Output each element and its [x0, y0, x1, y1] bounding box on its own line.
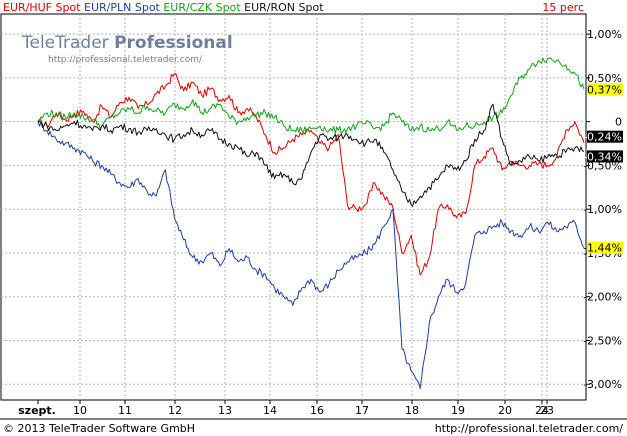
x-tick-label: szept.	[18, 404, 56, 417]
last-value-labels: 0,37% -0,24% -0,34% -1,44%	[583, 83, 623, 255]
x-tick-label: 12	[168, 404, 182, 417]
last-value-box	[587, 150, 623, 163]
x-tick-label: 17	[355, 404, 369, 417]
last-value-label: -0,24%	[583, 131, 622, 144]
x-tick-label: 10	[73, 404, 87, 417]
last-value-label: -1,44%	[583, 242, 622, 255]
series-line-2	[37, 57, 585, 135]
footer-copyright: © 2013 TeleTrader Software GmbH	[3, 422, 195, 435]
y-tick-label: -2,00%	[583, 291, 622, 304]
footer-url[interactable]: http://professional.teletrader.com/	[435, 422, 624, 435]
last-value-box	[587, 241, 623, 254]
last-value-label: 0,37%	[587, 83, 622, 96]
series-line-3	[37, 103, 585, 207]
x-tick-label: 16	[310, 404, 324, 417]
interval-label[interactable]: 15 perc	[542, 1, 584, 14]
footer-bar	[0, 419, 627, 436]
y-tick-label: 0	[615, 116, 622, 129]
y-tick-label: -1,00%	[583, 203, 622, 216]
series-layer	[37, 57, 585, 390]
watermark: TeleTrader Professional http://professio…	[21, 33, 233, 65]
grid	[1, 14, 586, 400]
y-tick-label: -2,50%	[583, 334, 622, 347]
legend-text: EUR/HUF Spot EUR/PLN Spot EUR/CZK Spot E…	[3, 1, 324, 14]
x-tick-label: 19	[451, 404, 465, 417]
legend-entry-eur-ron[interactable]: EUR/RON Spot	[244, 1, 324, 14]
legend-entry-eur-pln[interactable]: EUR/PLN Spot	[84, 1, 163, 14]
last-value-label: -0,34%	[583, 150, 622, 163]
series-line-0	[37, 73, 585, 276]
y-tick-label: 0,50%	[587, 72, 622, 85]
x-tick-label: 11	[118, 404, 132, 417]
y-tick-label: -0,50%	[583, 159, 622, 172]
last-value-box	[587, 83, 623, 96]
series-line-1	[37, 121, 585, 390]
legend-entry-eur-huf[interactable]: EUR/HUF Spot	[3, 1, 84, 14]
x-tick-label: 23	[540, 404, 554, 417]
plot-area	[0, 13, 587, 401]
x-tick-label: 14	[263, 404, 277, 417]
x-tick-label: 24	[535, 404, 549, 417]
watermark-brand: TeleTrader Professional	[21, 33, 233, 53]
last-value-box	[587, 130, 623, 143]
legend-entry-eur-czk[interactable]: EUR/CZK Spot	[163, 1, 244, 14]
watermark-url: http://professional.teletrader.com/	[48, 55, 203, 65]
x-tick-label: 13	[218, 404, 232, 417]
legend: EUR/HUF Spot EUR/PLN Spot EUR/CZK Spot E…	[3, 1, 584, 14]
y-tick-label: 1,00%	[587, 28, 622, 41]
y-tick-label: -3,00%	[583, 378, 622, 391]
x-tick-label: 18	[405, 404, 419, 417]
x-tick-label: 20	[498, 404, 512, 417]
